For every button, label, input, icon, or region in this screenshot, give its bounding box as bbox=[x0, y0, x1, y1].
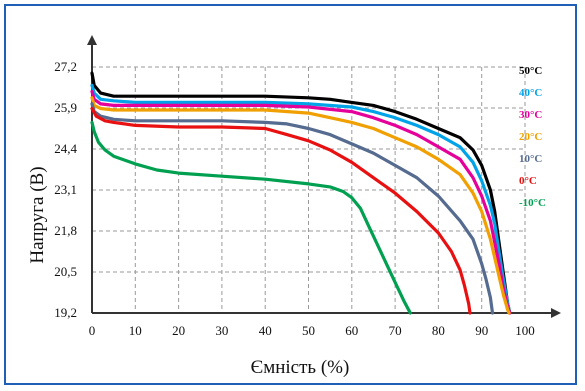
x-tick-label: 20 bbox=[172, 323, 185, 338]
legend-label: 10°C bbox=[519, 153, 542, 165]
tick-labels: 0 10 20 30 40 50 60 70 80 90 100 19,2 20,5 21,8 23,1 24… bbox=[54, 59, 535, 338]
x-tick-label: 30 bbox=[215, 323, 228, 338]
grid bbox=[92, 66, 526, 313]
x-tick-label: 50 bbox=[302, 323, 315, 338]
legend-label: 20°C bbox=[519, 131, 542, 143]
series-line bbox=[90, 102, 495, 315]
x-tick-label: 60 bbox=[345, 323, 358, 338]
y-tick-label: 19,2 bbox=[54, 305, 77, 320]
y-tick-label: 24,4 bbox=[54, 141, 77, 156]
legend-label: -10°C bbox=[519, 197, 546, 209]
x-tick-label: 70 bbox=[389, 323, 402, 338]
legend-label: 30°C bbox=[519, 109, 542, 121]
x-tick-label: 90 bbox=[475, 323, 488, 338]
y-tick-label: 27,2 bbox=[54, 59, 77, 74]
x-tick-label: 40 bbox=[259, 323, 272, 338]
series-line bbox=[90, 71, 512, 315]
series-line bbox=[90, 96, 511, 315]
y-tick-label: 21,8 bbox=[54, 223, 77, 238]
x-tick-label: 0 bbox=[89, 323, 96, 338]
legend-label: 0°C bbox=[519, 175, 537, 187]
x-axis-title: Ємність (%) bbox=[251, 357, 350, 378]
series-line bbox=[90, 90, 512, 315]
x-tick-label: 100 bbox=[515, 323, 535, 338]
legend-label: 40°C bbox=[519, 87, 542, 99]
x-tick-label: 10 bbox=[129, 323, 142, 338]
y-axis-title: Напруга (В) bbox=[27, 166, 48, 263]
series-line bbox=[90, 120, 412, 315]
legend: 50°C 40°C 30°C 20°C 10°C 0°C -10°C bbox=[519, 65, 546, 209]
y-tick-label: 23,1 bbox=[54, 182, 77, 197]
y-tick-label: 25,9 bbox=[54, 100, 77, 115]
series-line bbox=[90, 83, 512, 315]
y-tick-label: 20,5 bbox=[54, 264, 77, 279]
legend-label: 50°C bbox=[519, 65, 542, 77]
x-tick-label: 80 bbox=[432, 323, 445, 338]
series-line bbox=[90, 106, 472, 315]
series-lines bbox=[90, 71, 512, 315]
